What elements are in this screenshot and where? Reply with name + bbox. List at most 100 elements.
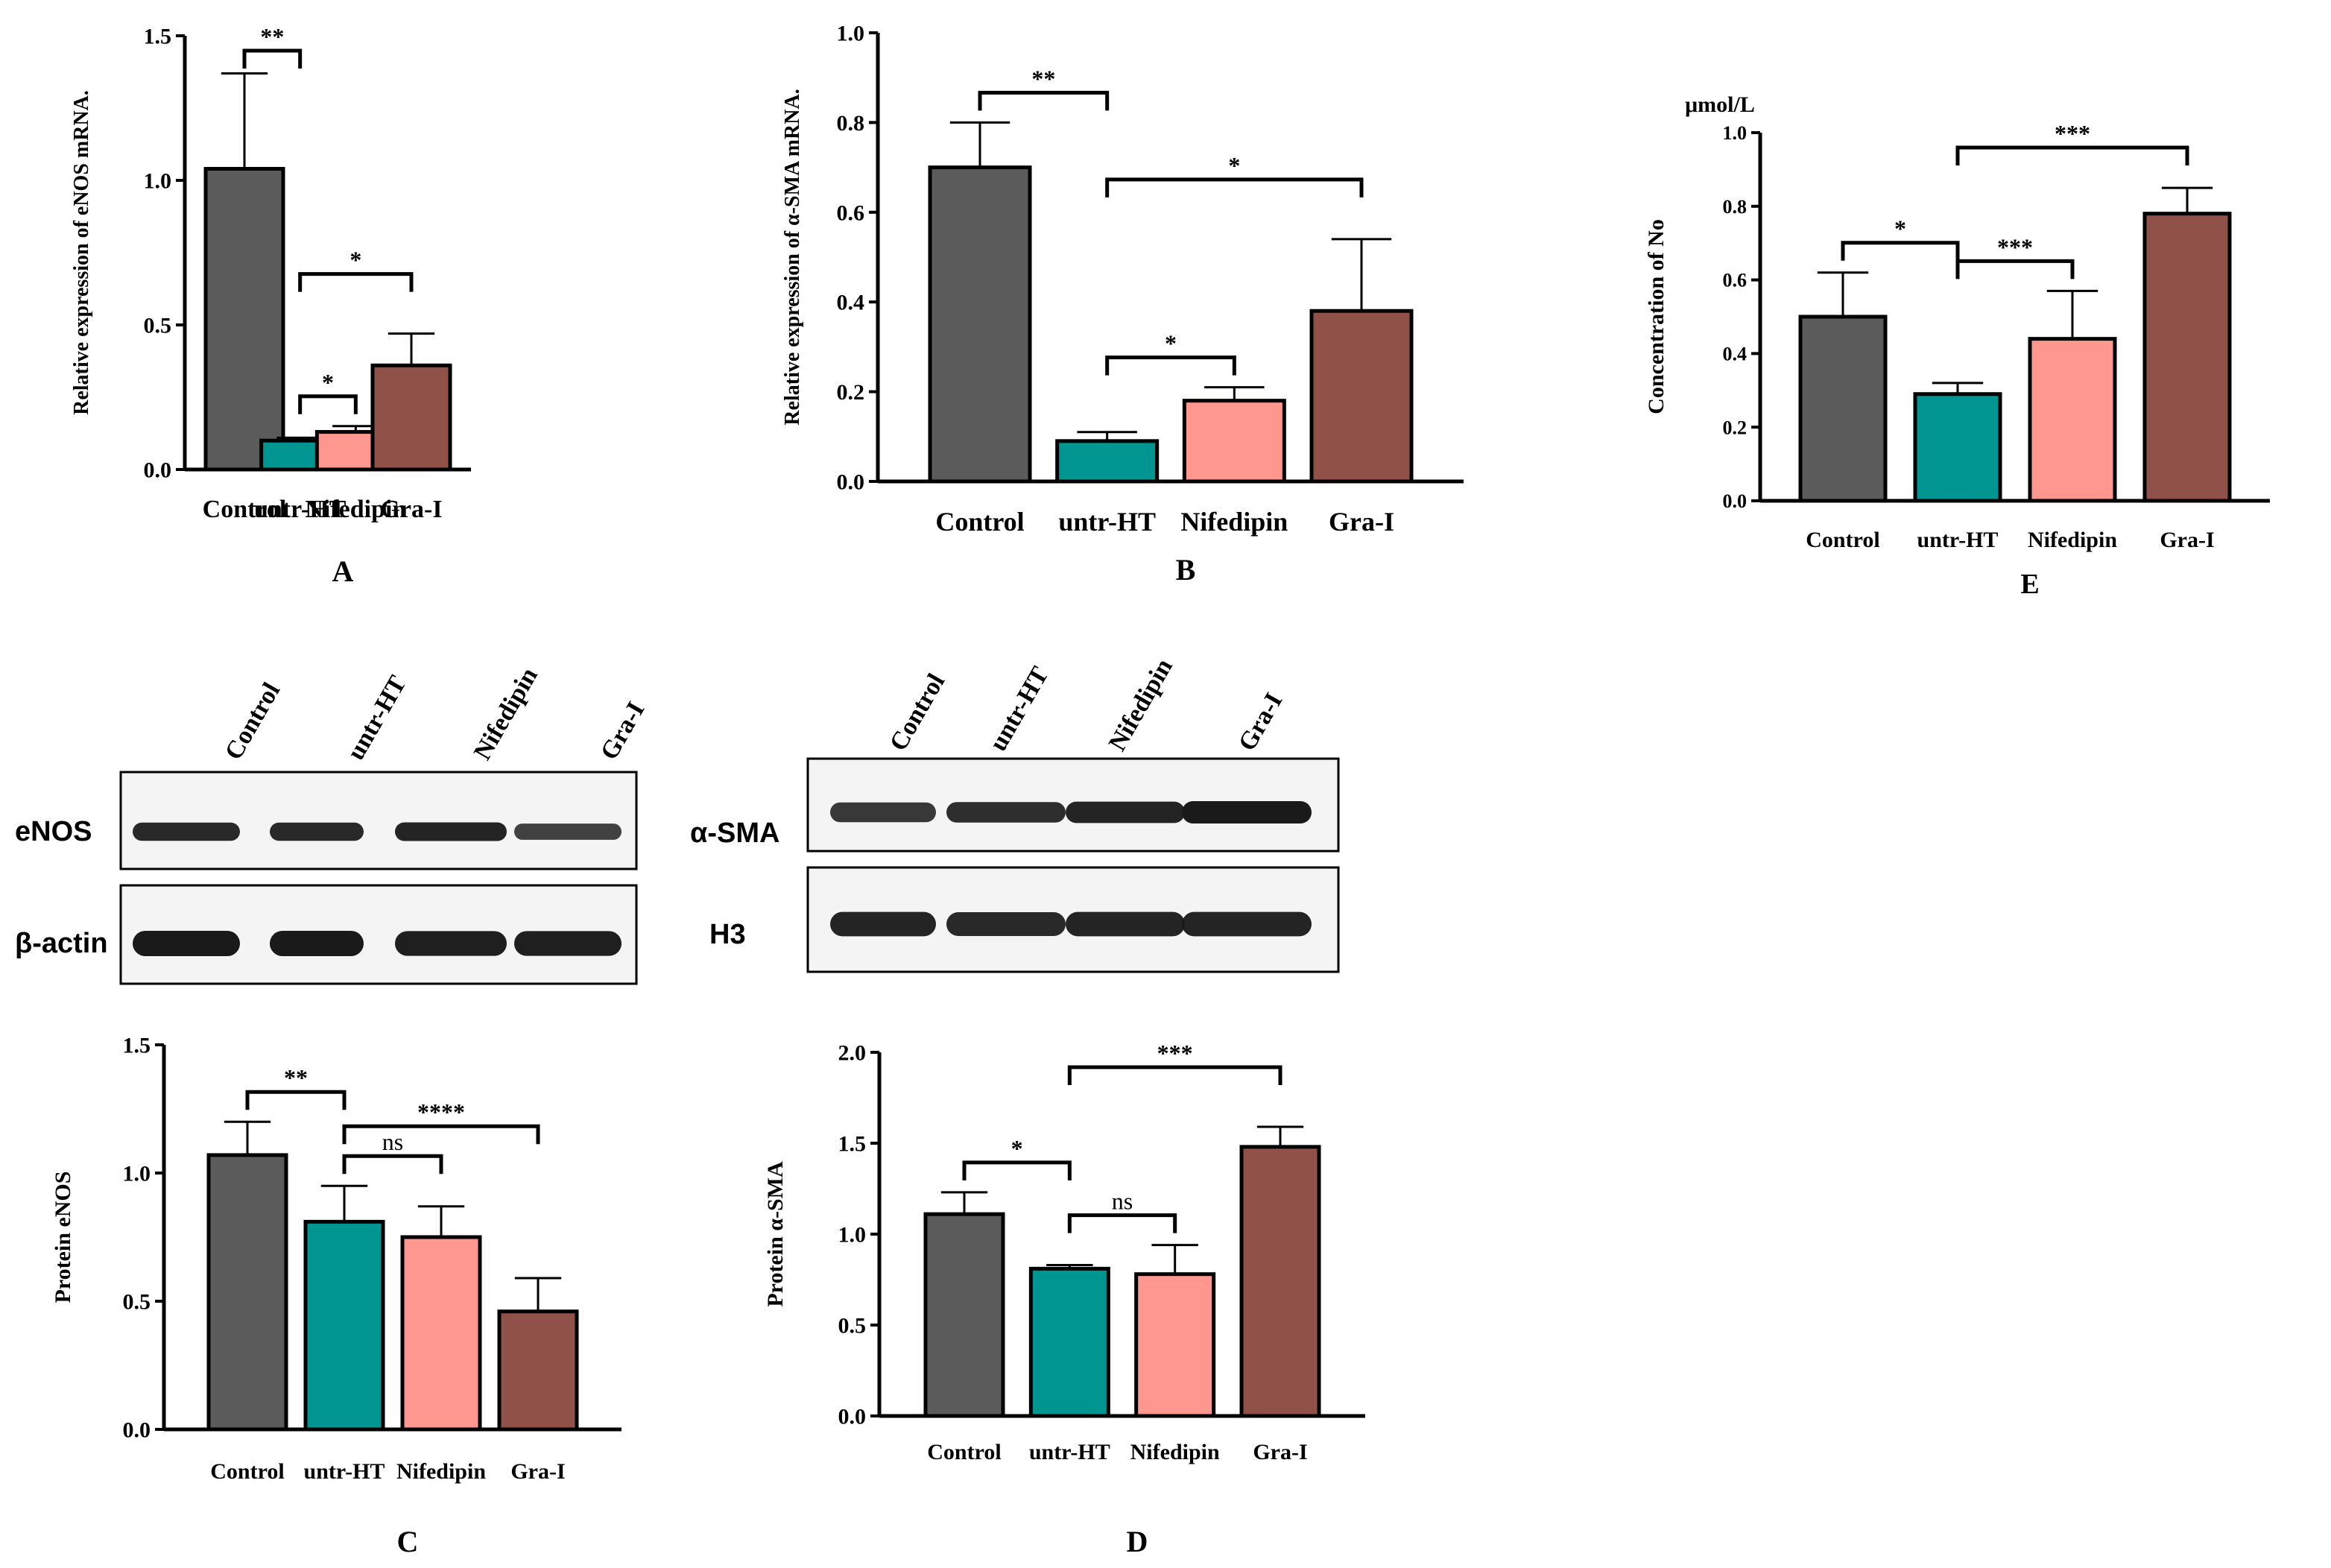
y-tick-label: 1.5 [838,1132,867,1157]
blot-band [1066,801,1185,823]
lane-label: Nifedipin [469,663,543,765]
significance-bracket [342,1124,540,1145]
category-label: Control [203,496,287,523]
panel-label: C [397,1525,419,1558]
category-label: Nifedipin [1130,1440,1220,1464]
significance-bracket [1067,1213,1177,1233]
bar-gra-i [2142,212,2232,503]
significance-label: *** [1157,1040,1193,1066]
blot-row-label: α-SMA [690,818,779,849]
y-tick-label: 0.4 [1723,344,1748,365]
category-label: Gra-I [1253,1440,1307,1464]
category-label: Gra-I [380,496,442,523]
significance-bracket [298,394,358,414]
significance-bracket [1067,1065,1282,1086]
category-label: Gra-I [510,1459,565,1484]
category-label: Control [935,507,1024,537]
significance-bracket [1955,145,2189,165]
significance-bracket [342,1154,443,1175]
western-blot-asma: Control untr-HT Nifedipin Gra-I α-SMA H3 [690,654,1340,973]
blot-band [270,822,364,841]
bar-control [928,165,1032,484]
significance-bracket [978,90,1110,111]
significance-label: * [1228,152,1240,179]
y-axis-title: Relative expression of eNOS mRNA. [70,90,93,415]
category-label: Control [1806,528,1879,552]
category-label: Gra-I [1329,507,1394,537]
bar-untr-ht [303,1219,385,1432]
blot-band [514,931,622,956]
y-axis-unit: μmol/L [1685,92,1755,117]
bar-gra-i [1309,309,1414,484]
category-label: untr-HT [1917,528,1999,552]
category-label: Control [210,1459,284,1484]
chart-b: 0.0 0.2 0.4 0.6 0.8 1.0 Relative expression of… [781,22,1464,587]
significance-bracket [962,1160,1072,1180]
bar-gra-i [497,1309,579,1432]
significance-bracket [1841,241,1960,261]
y-tick-label: 2.0 [838,1041,867,1066]
blot-band [133,822,240,841]
y-tick-label: 0.0 [144,458,172,483]
y-tick-label: 0.6 [837,200,865,225]
category-label: untr-HT [304,1459,385,1484]
blot-band [514,823,622,840]
y-tick-label: 0.4 [837,291,865,315]
bar-nifedipin [2028,337,2117,503]
lane-label: untr-HT [342,671,412,765]
blot-row-label: β-actin [15,928,108,959]
panel-label: E [2020,569,2039,600]
category-label: untr-HT [1058,507,1156,537]
lane-label: Gra-I [595,698,651,765]
bar-control [203,166,285,472]
chart-c: 0.0 0.5 1.0 1.5 Protein eNOS Control untr-HT Ni… [51,1034,622,1558]
significance-label: * [322,369,334,396]
bar-nifedipin [400,1235,482,1432]
bar-untr-ht [1028,1266,1110,1418]
lane-label: Gra-I [1233,689,1288,756]
y-axis-title: Concentration of No [1644,219,1669,414]
bar-control [923,1212,1005,1418]
significance-bracket [298,272,414,292]
significance-label: ** [260,23,284,50]
bar-untr-ht [1913,392,2002,503]
y-axis-title: Relative expression of α-SMA mRNA. [781,89,804,425]
category-label: untr-HT [1029,1440,1110,1464]
lane-label: Nifedipin [1104,654,1178,756]
category-label: untr-HT [254,496,347,523]
significance-bracket [242,48,303,69]
y-tick-label: 1.0 [837,22,865,46]
blot-band [1182,801,1312,823]
y-tick-label: 0.5 [838,1314,867,1338]
y-tick-label: 0.8 [1723,196,1748,218]
significance-label: * [1011,1135,1023,1162]
category-label: Nifedipin [305,496,406,523]
bar-gra-i [1239,1145,1321,1418]
blot-band [1182,911,1312,937]
blot-band [395,931,507,956]
significance-label: * [1165,330,1177,357]
blot-band [830,911,936,937]
lane-label: Control [220,678,285,765]
blot-row-label: eNOS [15,816,92,847]
y-axis-title: Protein eNOS [51,1172,75,1303]
category-label: Nifedipin [396,1459,486,1484]
category-label: Gra-I [2160,528,2214,552]
significance-label: ns [382,1128,403,1155]
y-tick-label: 0.2 [1723,417,1748,438]
significance-label: * [1894,215,1906,242]
y-tick-label: 0.8 [837,111,865,136]
y-tick-label: 1.5 [123,1034,151,1058]
significance-label: ** [1031,65,1055,92]
bar-gra-i [370,363,452,472]
y-tick-label: 0.6 [1723,270,1748,291]
bar-nifedipin [1182,399,1286,484]
y-axis-title: Protein α-SMA [763,1161,788,1307]
significance-label: * [350,247,361,274]
western-blot-enos: Control untr-HT Nifedipin Gra-I eNOS β-actin [15,663,651,985]
lane-label: Control [885,669,950,756]
significance-label: *** [1997,233,2033,260]
category-label: Nifedipin [1180,507,1288,537]
bar-control [206,1153,288,1432]
